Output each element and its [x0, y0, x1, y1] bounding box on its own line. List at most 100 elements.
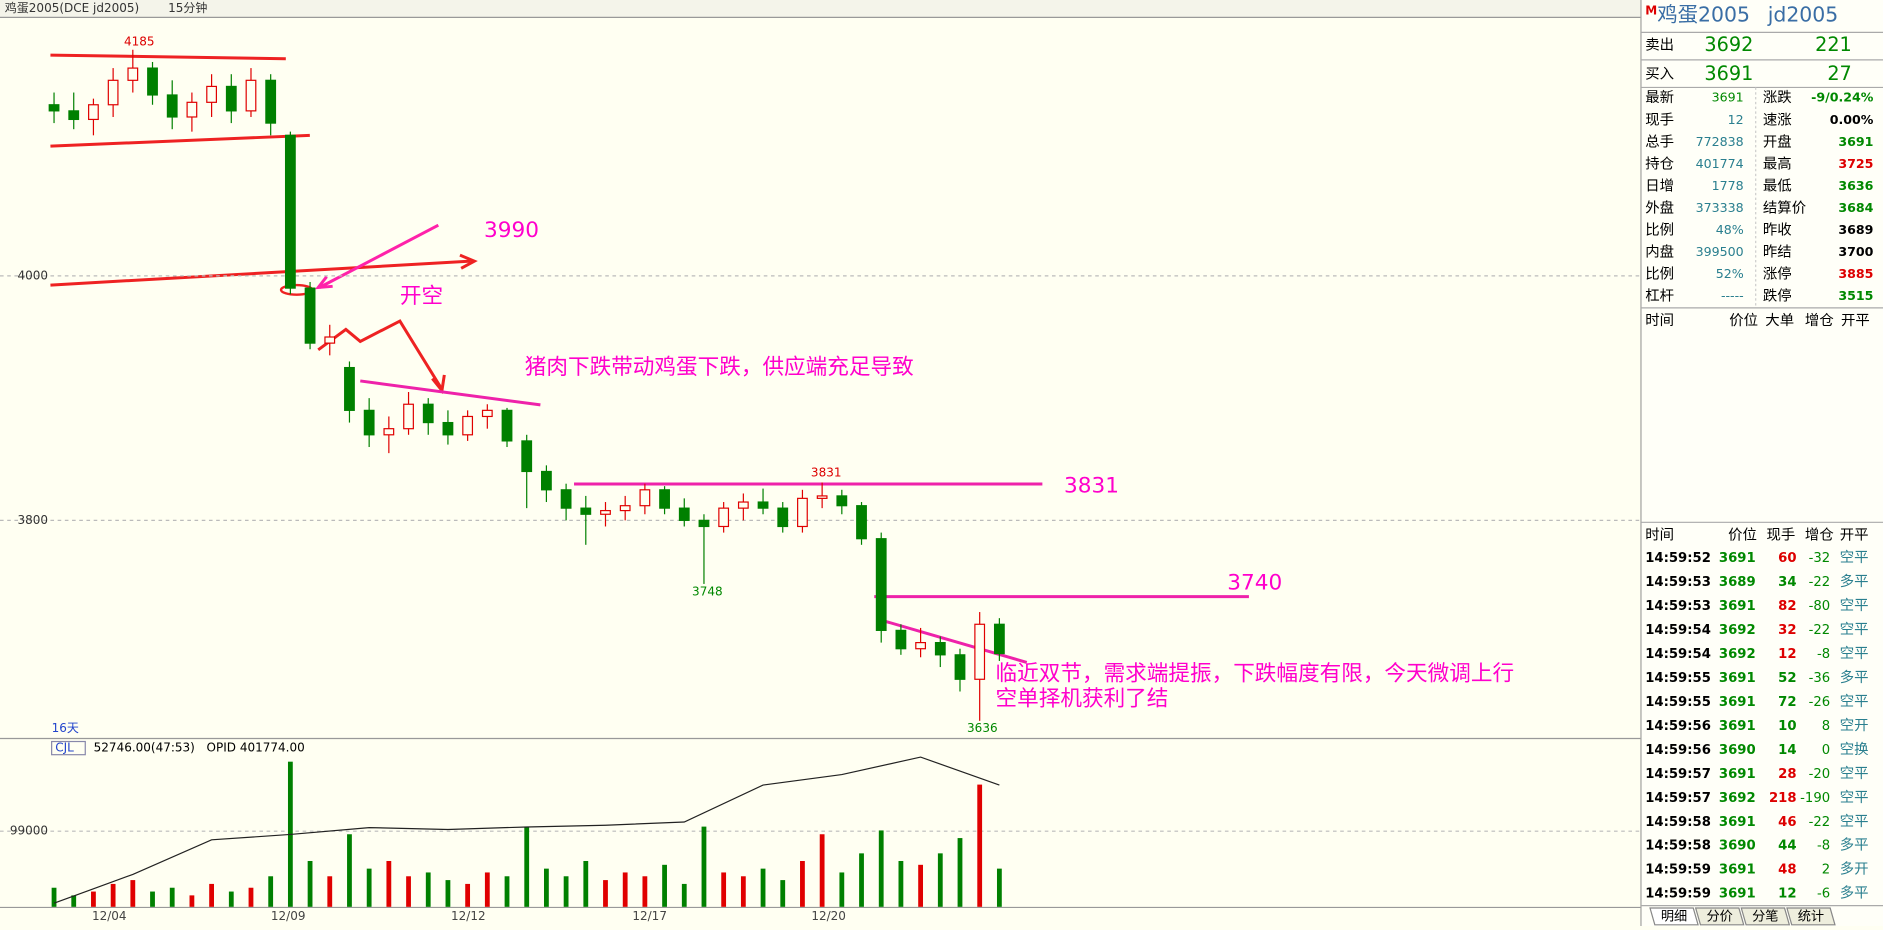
volume-bar — [819, 834, 825, 907]
quote-label: 外盘 — [1645, 198, 1674, 216]
volume-bar — [701, 826, 707, 907]
candle-body — [147, 67, 158, 96]
x-label: 12/17 — [632, 909, 667, 923]
trade-type: 多平 — [1840, 885, 1869, 902]
tab[interactable] — [1740, 907, 1791, 926]
annotation: 3740 — [1227, 570, 1282, 595]
trade-oi-change: -6 — [1817, 887, 1830, 902]
column-header: 增仓 — [1805, 526, 1834, 543]
quote-label: 日增 — [1645, 177, 1674, 194]
indicator-name: CJL — [55, 741, 74, 755]
volume-bar — [209, 883, 214, 907]
volume-bar — [642, 876, 648, 907]
x-label: 12/04 — [92, 909, 127, 923]
candle-body — [954, 654, 966, 680]
candle-body — [659, 489, 670, 509]
trade-oi-change: -8 — [1817, 647, 1830, 662]
x-label: 12/20 — [811, 909, 846, 923]
volume-bar — [996, 868, 1002, 907]
trade-price: 3689 — [1719, 575, 1756, 590]
tab[interactable] — [1649, 907, 1699, 926]
volume-bar — [878, 830, 884, 907]
quote-value: 3689 — [1838, 222, 1873, 237]
trade-price: 3691 — [1719, 551, 1756, 566]
trade-type: 空平 — [1840, 693, 1869, 710]
trade-volume: 34 — [1778, 575, 1796, 590]
volume-bar — [445, 880, 451, 907]
column-header: 现手 — [1767, 526, 1796, 543]
trade-time: 14:59:52 — [1645, 551, 1711, 566]
trade-oi-change: -190 — [1800, 791, 1830, 806]
volume-readout: 52746.00(47:53) — [94, 741, 195, 755]
period-selector[interactable]: 15分钟 — [168, 0, 207, 15]
quote-code: jd2005 — [1767, 3, 1839, 27]
volume-bar — [859, 853, 864, 907]
column-header: 时间 — [1645, 312, 1674, 329]
trade-time: 14:59:54 — [1645, 647, 1711, 662]
trade-time: 14:59:55 — [1645, 671, 1711, 686]
volume-bar — [839, 872, 845, 907]
quote-value: -9/0.24% — [1811, 90, 1874, 105]
candle-body — [639, 489, 651, 507]
indicator-box[interactable] — [51, 740, 86, 756]
candle-body — [344, 366, 355, 411]
trade-oi-change: -20 — [1809, 767, 1831, 782]
volume-bar — [760, 868, 766, 907]
x-label: 12/12 — [451, 909, 486, 923]
candle-body — [304, 287, 316, 344]
tab[interactable] — [1694, 907, 1745, 926]
candle-body — [856, 505, 867, 540]
trade-oi-change: -22 — [1809, 575, 1831, 590]
quote-label: 涨跌 — [1763, 89, 1792, 106]
trade-price: 3691 — [1719, 815, 1756, 830]
quote-label: 比例 — [1645, 221, 1674, 238]
buy-size: 27 — [1827, 62, 1851, 85]
trade-type: 空平 — [1840, 813, 1869, 830]
drawn-line — [882, 619, 1028, 664]
price-label: 3831 — [811, 466, 842, 480]
quote-label: 最高 — [1763, 155, 1792, 172]
trade-oi-change: 2 — [1822, 863, 1830, 878]
candle-body — [737, 501, 749, 509]
candle-body — [836, 495, 848, 507]
trade-volume: 12 — [1778, 647, 1796, 662]
volume-bar — [977, 784, 983, 907]
quote-value: 3515 — [1838, 288, 1873, 303]
trade-price: 3690 — [1719, 743, 1756, 758]
x-labels: 12/04 12/09 12/12 12/17 12/20 — [92, 909, 846, 923]
volume-bar — [228, 891, 234, 907]
trade-volume: 72 — [1778, 695, 1796, 710]
volume-bar — [504, 876, 510, 907]
tab-label: 统计 — [1798, 908, 1824, 924]
annotation: 3831 — [1064, 473, 1119, 498]
volume-bar — [544, 868, 549, 907]
volume-bar — [957, 838, 963, 907]
trade-oi-change: -36 — [1809, 671, 1831, 686]
volume-bar — [169, 887, 175, 907]
tab-label: 分笔 — [1752, 908, 1778, 924]
candle-body — [974, 623, 986, 680]
volume-bar — [307, 860, 313, 907]
trade-time: 14:59:53 — [1645, 599, 1711, 614]
trade-oi-change: -80 — [1809, 599, 1831, 614]
tab[interactable] — [1786, 907, 1836, 926]
quote-label: 最低 — [1763, 177, 1792, 194]
column-header: 大单 — [1765, 312, 1794, 329]
candle-body — [501, 409, 513, 442]
trade-type: 空平 — [1840, 597, 1869, 614]
volume-bar — [898, 860, 904, 907]
quote-value: 3636 — [1838, 178, 1873, 193]
volume-bar — [681, 883, 687, 907]
candle-body — [363, 409, 375, 436]
annotation: 临近双节，需求端提振，下跌幅度有限，今天微调上行 — [996, 661, 1515, 686]
candle-body — [600, 509, 611, 515]
y-tick-label: 4000 — [17, 268, 48, 282]
candle-body — [875, 538, 887, 631]
volume-bar — [740, 876, 746, 907]
volume-bar — [386, 860, 392, 907]
volume-bar — [721, 872, 727, 907]
column-header: 开平 — [1841, 313, 1870, 329]
column-header: 开平 — [1840, 527, 1869, 543]
